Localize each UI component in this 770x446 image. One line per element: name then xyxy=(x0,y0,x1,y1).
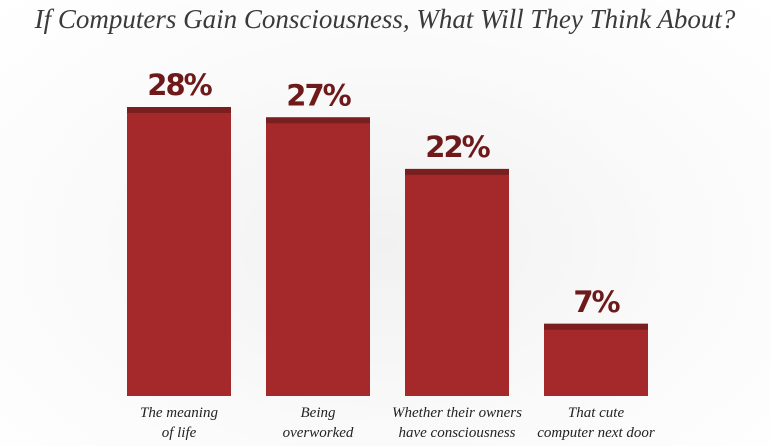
value-label: 7% xyxy=(573,285,620,319)
chart-title: If Computers Gain Consciousness, What Wi… xyxy=(34,4,736,34)
bar xyxy=(405,168,509,396)
x-tick-label: The meaning of life xyxy=(140,405,218,441)
bar-cap xyxy=(405,168,509,175)
bar xyxy=(266,117,370,397)
bar xyxy=(127,107,231,396)
x-tick-label: Being overworked xyxy=(282,405,354,441)
value-label: 28% xyxy=(147,68,212,102)
value-label: 22% xyxy=(425,130,490,164)
bar-cap xyxy=(127,107,231,113)
x-tick-label: Whether their owners have consciousness xyxy=(392,405,522,441)
bar xyxy=(544,323,648,396)
value-label: 27% xyxy=(286,78,351,112)
bar-cap xyxy=(544,323,648,330)
x-tick-label: That cute computer next door xyxy=(537,405,655,441)
bar-cap xyxy=(266,117,370,124)
